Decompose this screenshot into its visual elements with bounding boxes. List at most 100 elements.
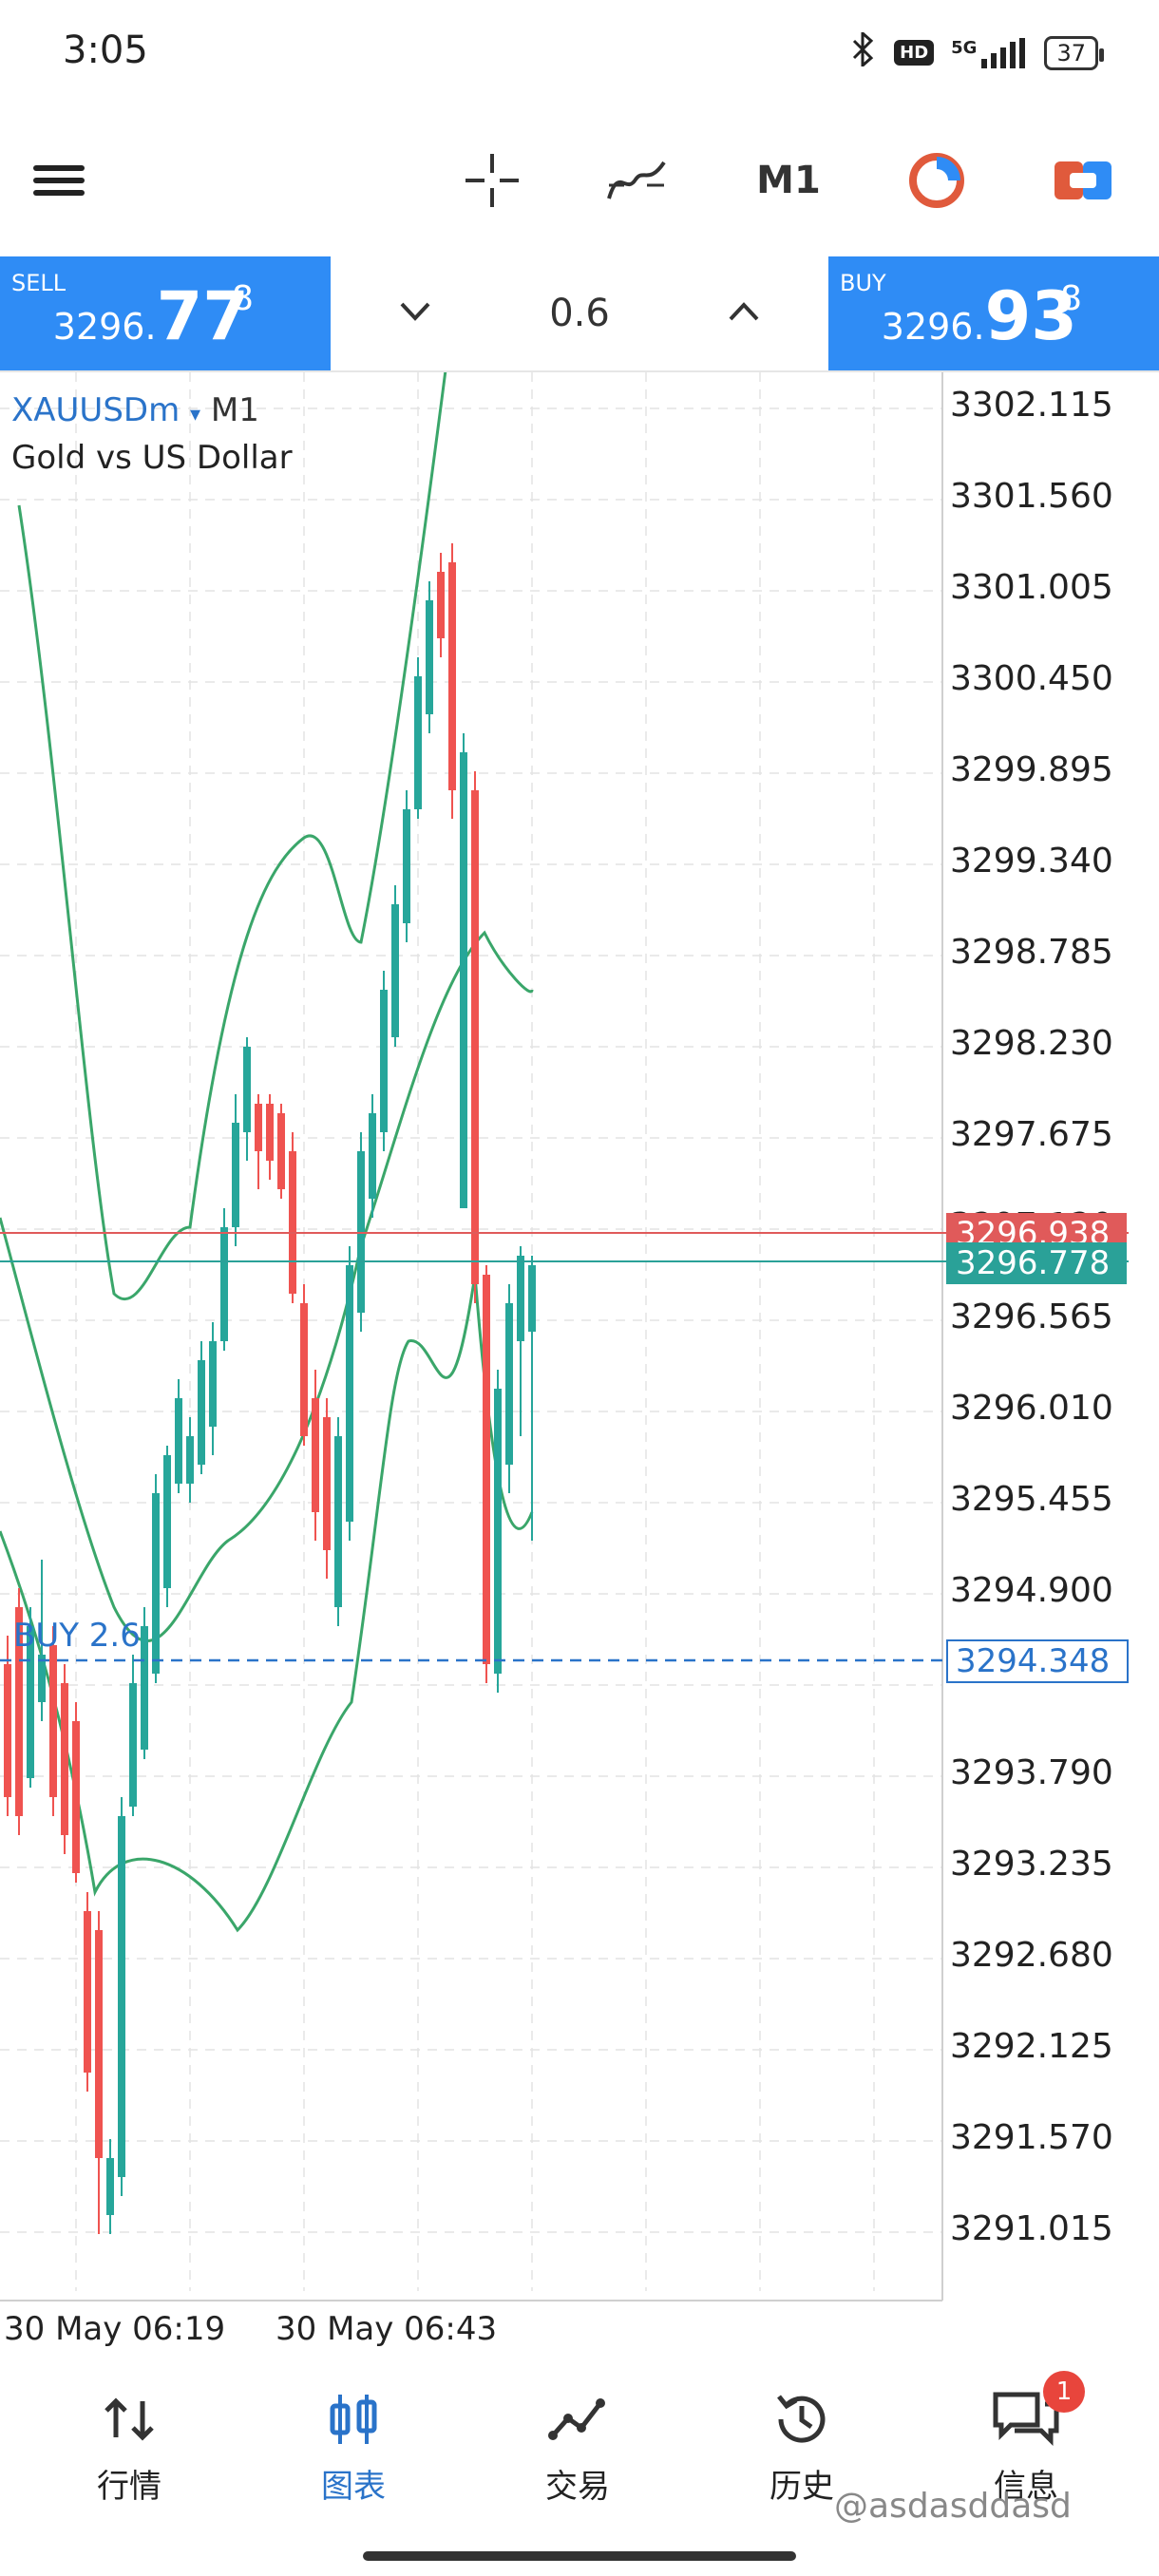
candle-body	[163, 1455, 171, 1588]
buy-price-sup: 8	[1060, 279, 1082, 318]
chart-canvas[interactable]	[0, 372, 1159, 2348]
middle-band	[0, 930, 534, 1642]
status-bar: 3:05 HD 5G 37	[0, 0, 1159, 104]
status-time: 3:05	[63, 28, 148, 72]
bluetooth-icon	[848, 29, 877, 73]
buy-price: 3296.93	[882, 277, 1077, 355]
candle-body	[312, 1398, 319, 1512]
buy-label: BUY	[840, 270, 886, 296]
nav-messages[interactable]: 1 信息	[931, 2371, 1121, 2519]
candle-body	[494, 1389, 502, 1674]
notification-badge: 1	[1043, 2371, 1085, 2413]
status-icons: HD 5G 37	[848, 29, 1104, 73]
nav-history[interactable]: 历史	[707, 2386, 897, 2519]
lot-size-value[interactable]: 0.6	[549, 292, 610, 335]
one-click-trade-icon[interactable]	[1045, 142, 1121, 218]
chart-grid	[0, 372, 943, 2301]
sell-button[interactable]: SELL 3296.77 8	[0, 256, 331, 370]
candle-body	[175, 1398, 182, 1484]
candle-body	[505, 1303, 513, 1465]
candle-body	[243, 1047, 251, 1132]
trade-icon	[547, 2386, 608, 2453]
time-label: 30 May 06:19	[4, 2310, 226, 2348]
candle-body	[380, 990, 388, 1132]
upper-band	[17, 372, 447, 1301]
candle-body	[391, 904, 399, 1037]
price-scale-label: 3296.010	[950, 1389, 1113, 1428]
indicators-icon[interactable]	[598, 142, 674, 218]
candle-body	[27, 1626, 34, 1778]
candle-body	[528, 1265, 536, 1332]
candle-body	[471, 790, 479, 1284]
buy-button[interactable]: BUY 3296.93 8	[828, 256, 1159, 370]
candle-body	[209, 1341, 217, 1427]
buy-price-big: 93	[984, 277, 1077, 355]
time-label: 30 May 06:43	[276, 2310, 498, 2348]
candle-body	[460, 752, 467, 1208]
candle-body	[38, 1655, 46, 1702]
candle-body	[323, 1417, 331, 1550]
candle-body	[198, 1360, 205, 1465]
price-chart[interactable]: XAUUSDm ▾ M1 Gold vs US Dollar 3302.115 3…	[0, 372, 1159, 2348]
chart-toolbar: M1	[0, 104, 1159, 256]
price-scale-label: 3292.680	[950, 1936, 1113, 1975]
candle-body	[4, 1664, 11, 1797]
candle-body	[266, 1104, 274, 1161]
price-scale-label: 3291.570	[950, 2118, 1113, 2157]
crosshair-icon[interactable]	[454, 142, 530, 218]
price-scale-label: 3296.565	[950, 1297, 1113, 1336]
hamburger-menu-icon[interactable]	[30, 142, 87, 218]
nav-trade[interactable]: 交易	[483, 2386, 673, 2519]
objects-icon[interactable]	[899, 142, 975, 218]
nav-label: 行情	[97, 2468, 162, 2506]
nav-label: 图表	[321, 2468, 386, 2506]
candle-body	[15, 1607, 23, 1816]
price-scale-label: 3293.235	[950, 1845, 1113, 1884]
chevron-down-icon[interactable]	[399, 301, 431, 326]
candle-body	[483, 1275, 490, 1664]
nav-quotes[interactable]: 行情	[34, 2386, 224, 2519]
quotes-icon	[103, 2386, 156, 2453]
candle-body	[220, 1227, 228, 1341]
candle-body	[152, 1493, 160, 1674]
timeframe-button[interactable]: M1	[756, 159, 821, 202]
candle-body	[369, 1113, 376, 1199]
candle-body	[232, 1123, 239, 1227]
hd-badge: HD	[894, 40, 935, 66]
price-scale-label: 3292.125	[950, 2027, 1113, 2066]
candle-body	[289, 1151, 296, 1294]
price-scale-label: 3294.900	[950, 1571, 1113, 1610]
candle-body	[49, 1645, 57, 1797]
price-scale-label: 3299.895	[950, 750, 1113, 789]
lot-size-control: 0.6	[331, 256, 828, 370]
chart-symbol[interactable]: XAUUSDm ▾ M1	[11, 391, 259, 429]
nav-label: 交易	[545, 2468, 610, 2506]
candle-body	[186, 1436, 194, 1484]
candle-body	[141, 1626, 148, 1750]
sell-price-big: 77	[156, 277, 249, 355]
nav-chart[interactable]: 图表	[258, 2386, 448, 2519]
chart-icon	[327, 2386, 380, 2453]
home-indicator[interactable]	[363, 2551, 796, 2561]
candle-body	[334, 1436, 342, 1607]
candle-body	[61, 1683, 68, 1835]
sell-price: 3296.77	[53, 277, 249, 355]
candle-body	[448, 562, 456, 790]
price-scale-label: 3298.785	[950, 933, 1113, 972]
position-label[interactable]: BUY 2.6	[13, 1617, 141, 1655]
price-scale-label: 3298.230	[950, 1024, 1113, 1063]
candle-body	[84, 1911, 91, 2073]
history-icon	[771, 2386, 832, 2453]
price-lines	[0, 1232, 1129, 1662]
network-label: 5G	[951, 37, 978, 58]
price-scale-label: 3297.675	[950, 1115, 1113, 1154]
nav-label: 历史	[770, 2468, 834, 2506]
trade-bar: SELL 3296.77 8 0.6 BUY 3296.93 8	[0, 256, 1159, 372]
price-scale-label: 3293.790	[950, 1753, 1113, 1792]
chevron-up-icon[interactable]	[728, 301, 760, 326]
symbol-description: Gold vs US Dollar	[11, 439, 293, 477]
buy-price-small: 3296.	[881, 306, 985, 348]
price-scale-label: 3295.455	[950, 1480, 1113, 1519]
candle-body	[346, 1265, 353, 1522]
sell-label: SELL	[11, 270, 66, 296]
